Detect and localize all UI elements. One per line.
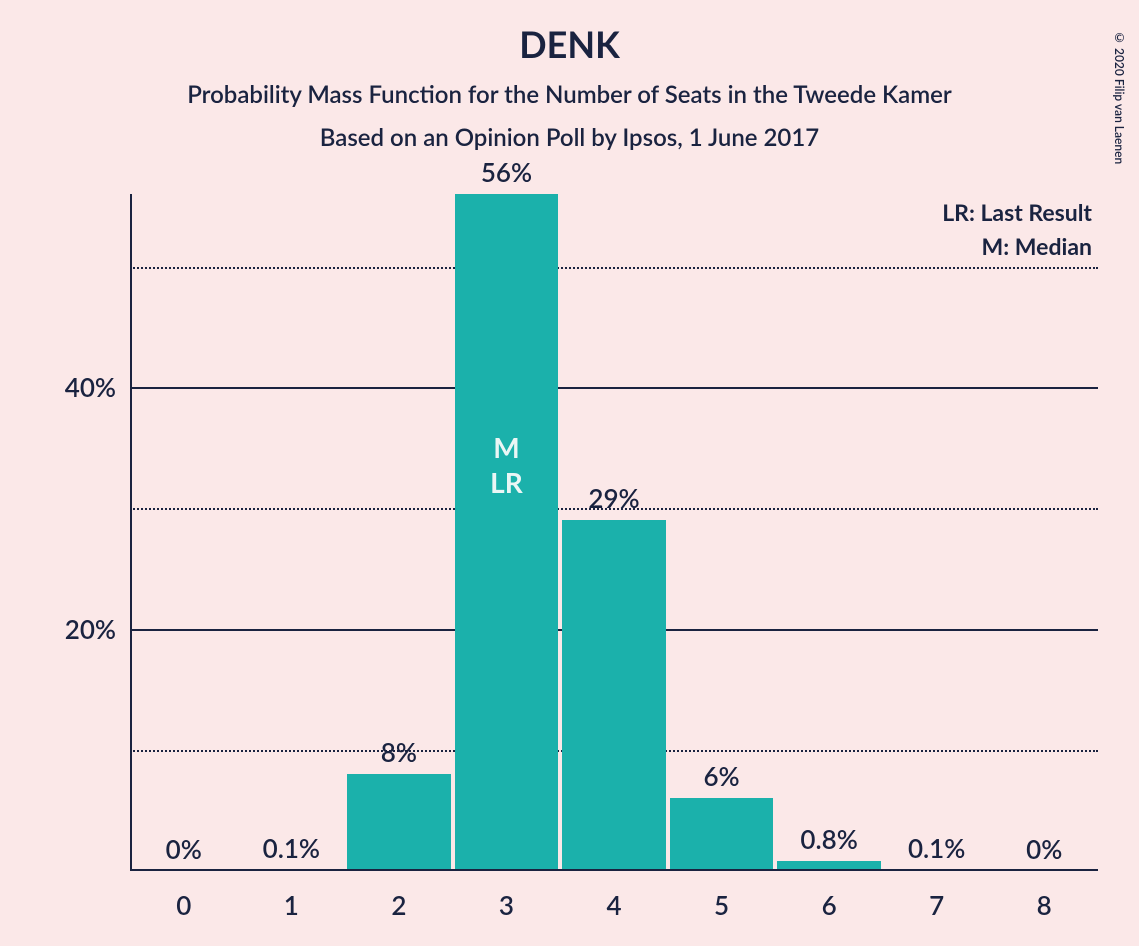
- x-axis-tick-label: 8: [1037, 871, 1052, 921]
- y-axis-tick-label: 40%: [65, 371, 130, 403]
- x-axis-tick-label: 3: [499, 871, 514, 921]
- plot-area: 20%40%0%00.1%18%2MLR56%329%46%50.8%60.1%…: [130, 194, 1098, 871]
- bar-value-label: 0.8%: [800, 823, 857, 855]
- bar-value-label: 56%: [481, 156, 532, 188]
- bar-value-label: 6%: [703, 760, 739, 792]
- x-axis-tick-label: 0: [176, 871, 191, 921]
- legend-m: M: Median: [942, 232, 1092, 260]
- bar-value-label: 29%: [588, 482, 639, 514]
- x-axis-tick-label: 2: [391, 871, 406, 921]
- x-axis-tick-label: 4: [606, 871, 621, 921]
- legend-lr: LR: Last Result: [942, 198, 1092, 226]
- x-axis-tick-label: 6: [822, 871, 837, 921]
- bar-value-label: 0.1%: [908, 832, 965, 864]
- chart-subtitle-2: Based on an Opinion Poll by Ipsos, 1 Jun…: [0, 123, 1139, 152]
- copyright-text: © 2020 Filip van Laenen: [1112, 30, 1127, 164]
- gridline-major: [130, 387, 1098, 389]
- bar-annotation: MLR: [490, 430, 523, 500]
- bar-value-label: 8%: [381, 736, 417, 768]
- bar: [670, 798, 773, 871]
- bar: [347, 774, 450, 871]
- gridline-minor: [130, 267, 1098, 269]
- chart-area: 20%40%0%00.1%18%2MLR56%329%46%50.8%60.1%…: [130, 194, 1098, 871]
- bar-value-label: 0%: [166, 833, 202, 865]
- x-axis-tick-label: 1: [284, 871, 299, 921]
- x-axis-line: [130, 869, 1098, 871]
- chart-title: DENK: [0, 22, 1139, 66]
- bar: [455, 194, 558, 871]
- y-axis-line: [130, 194, 132, 871]
- bar: [562, 520, 665, 871]
- bar-value-label: 0.1%: [263, 832, 320, 864]
- chart-subtitle-1: Probability Mass Function for the Number…: [0, 80, 1139, 109]
- bar-value-label: 0%: [1026, 833, 1062, 865]
- x-axis-tick-label: 5: [714, 871, 729, 921]
- x-axis-tick-label: 7: [929, 871, 944, 921]
- y-axis-tick-label: 20%: [65, 613, 130, 645]
- chart-legend: LR: Last Result M: Median: [942, 198, 1092, 266]
